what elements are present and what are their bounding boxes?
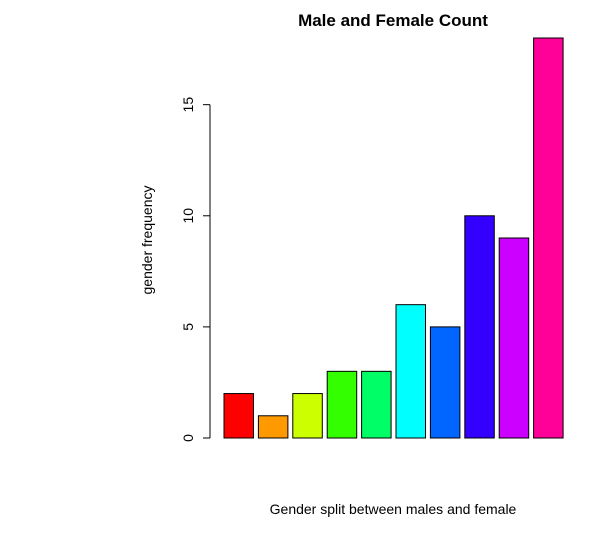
y-tick-label: 0 xyxy=(180,434,196,442)
y-axis: 0 5 10 15 xyxy=(180,97,211,442)
bar xyxy=(326,370,358,439)
bar xyxy=(429,326,461,439)
bar xyxy=(292,393,323,439)
bar xyxy=(498,237,530,439)
bar xyxy=(533,37,564,439)
bar xyxy=(361,370,392,439)
bar xyxy=(223,393,254,439)
bar xyxy=(464,215,495,439)
y-axis-label: gender frequency xyxy=(139,186,155,295)
bar xyxy=(395,304,426,439)
x-axis-label: Gender split between males and female xyxy=(270,501,517,517)
bars xyxy=(223,37,564,439)
y-tick-label: 10 xyxy=(180,208,196,224)
bar xyxy=(257,415,289,439)
y-tick-label: 5 xyxy=(180,323,196,331)
chart-title: Male and Female Count xyxy=(298,11,488,30)
y-ticks: 0 5 10 15 xyxy=(180,97,210,442)
y-tick-label: 15 xyxy=(180,97,196,113)
